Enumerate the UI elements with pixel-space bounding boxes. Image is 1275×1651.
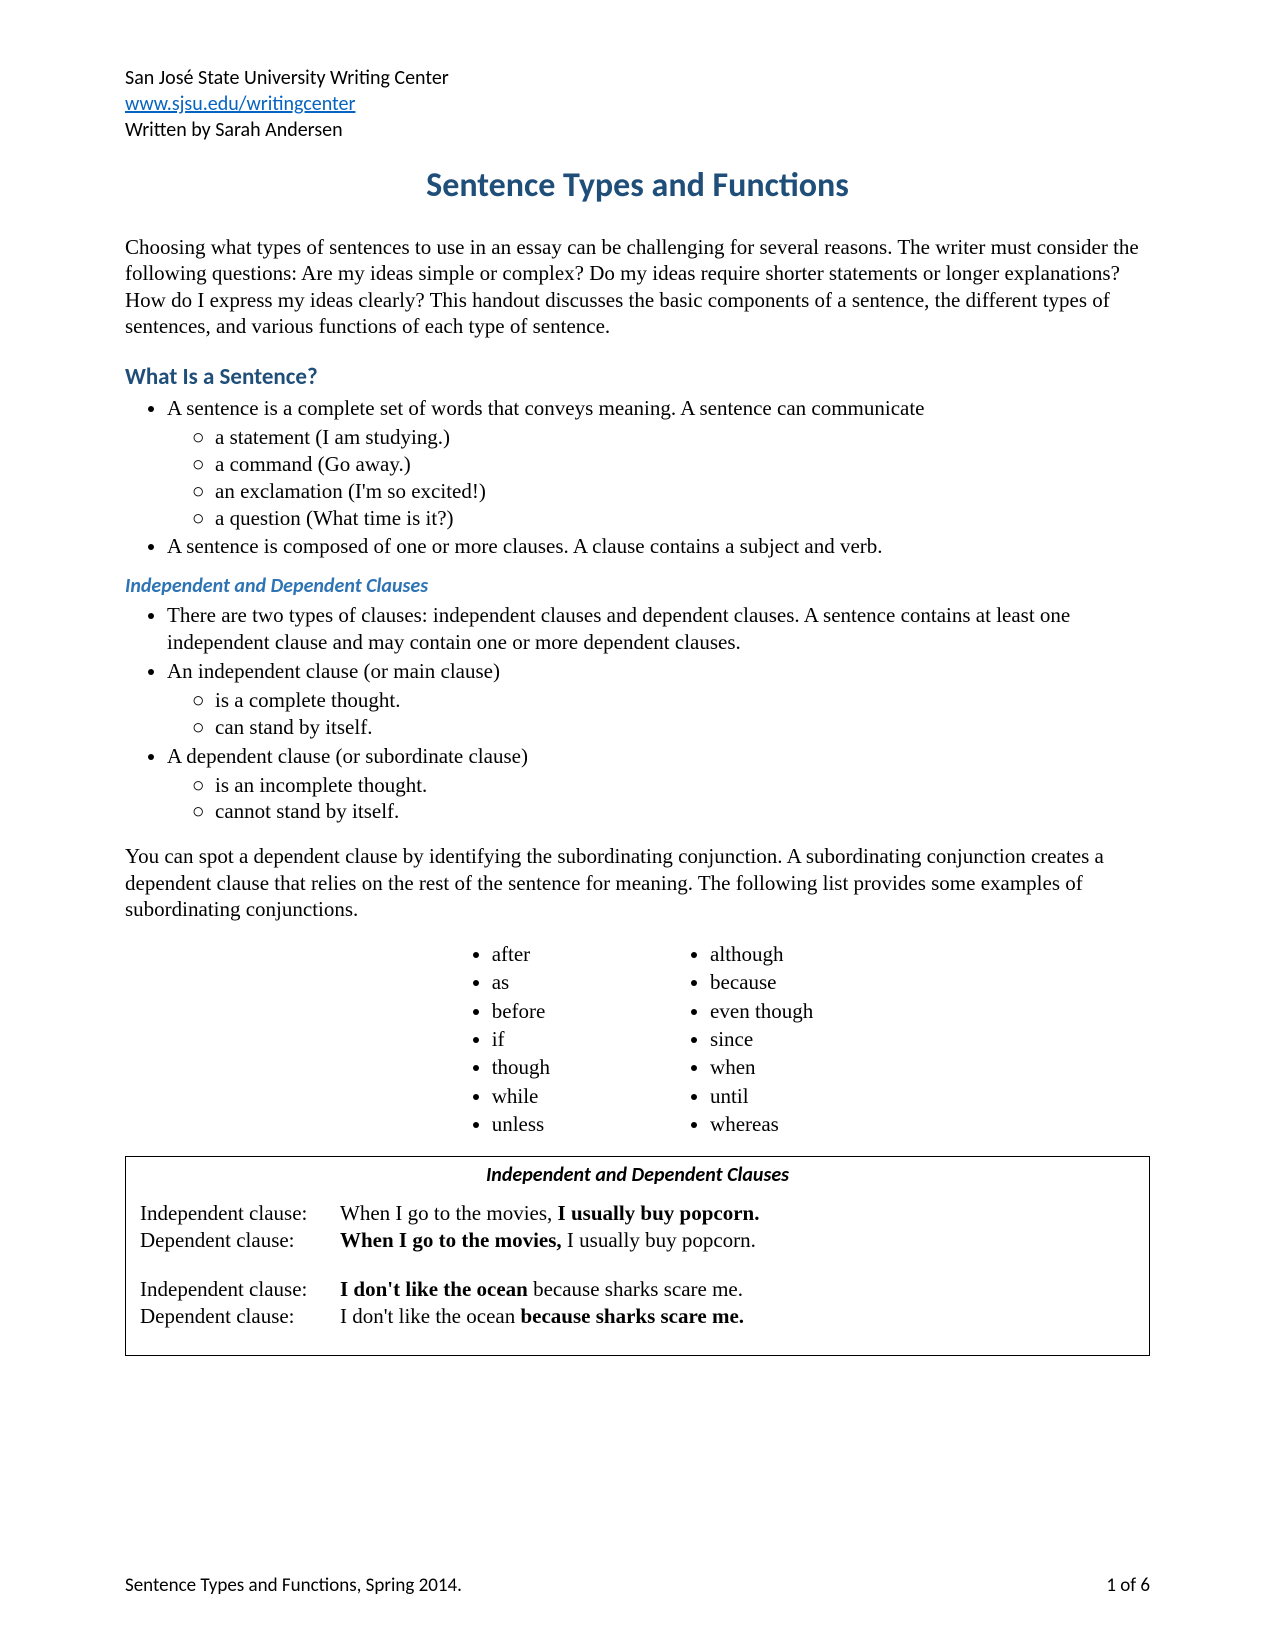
example-bold: When I go to the movies, xyxy=(340,1228,562,1252)
list-item: although xyxy=(710,940,813,968)
page-title: Sentence Types and Functions xyxy=(125,165,1150,206)
list-item: A sentence is a complete set of words th… xyxy=(167,395,1150,531)
example-row: Dependent clause: When I go to the movie… xyxy=(140,1228,1135,1253)
list-item: even though xyxy=(710,997,813,1025)
header-url-link[interactable]: www.sjsu.edu/writingcenter xyxy=(125,92,355,116)
header-author: Written by Sarah Andersen xyxy=(125,117,1150,143)
example-row: Independent clause: I don't like the oce… xyxy=(140,1277,1135,1302)
list-item: is an incomplete thought. xyxy=(215,772,1150,799)
list-item: until xyxy=(710,1082,813,1110)
list-item: a question (What time is it?) xyxy=(215,505,1150,532)
example-text: I don't like the ocean because sharks sc… xyxy=(340,1304,744,1329)
list-text: A dependent clause (or subordinate claus… xyxy=(167,744,528,768)
list-item: can stand by itself. xyxy=(215,714,1150,741)
conjunction-list-left: after as before if though while unless xyxy=(462,940,550,1138)
example-row: Independent clause: When I go to the mov… xyxy=(140,1201,1135,1226)
list-item: an exclamation (I'm so excited!) xyxy=(215,478,1150,505)
subordinating-paragraph: You can spot a dependent clause by ident… xyxy=(125,843,1150,922)
list-item: cannot stand by itself. xyxy=(215,798,1150,825)
list-item: An independent clause (or main clause) i… xyxy=(167,658,1150,741)
subsection-heading-clauses: Independent and Dependent Clauses xyxy=(125,574,1150,598)
list-item: a statement (I am studying.) xyxy=(215,424,1150,451)
list-item: There are two types of clauses: independ… xyxy=(167,602,1150,656)
intro-paragraph: Choosing what types of sentences to use … xyxy=(125,234,1150,339)
example-text: When I go to the movies, I usually buy p… xyxy=(340,1228,756,1253)
example-plain: because sharks scare me. xyxy=(528,1277,743,1301)
example-text: I don't like the ocean because sharks sc… xyxy=(340,1277,743,1302)
sub-list: is a complete thought. can stand by itse… xyxy=(167,687,1150,741)
example-box: Independent and Dependent Clauses Indepe… xyxy=(125,1156,1150,1356)
conjunction-list-right: although because even though since when … xyxy=(680,940,813,1138)
example-bold: because sharks scare me. xyxy=(520,1304,744,1328)
list-item: because xyxy=(710,968,813,996)
footer-right: 1 of 6 xyxy=(1106,1574,1150,1597)
example-label: Independent clause: xyxy=(140,1201,340,1226)
list-item: before xyxy=(492,997,550,1025)
list-item: while xyxy=(492,1082,550,1110)
list-item: though xyxy=(492,1053,550,1081)
document-header: San José State University Writing Center… xyxy=(125,65,1150,143)
what-is-sentence-list: A sentence is a complete set of words th… xyxy=(125,395,1150,560)
example-plain: I don't like the ocean xyxy=(340,1304,520,1328)
footer-left: Sentence Types and Functions, Spring 201… xyxy=(125,1574,462,1597)
list-item: after xyxy=(492,940,550,968)
example-plain: When I go to the movies, xyxy=(340,1201,558,1225)
list-item: since xyxy=(710,1025,813,1053)
example-plain: I usually buy popcorn. xyxy=(562,1228,756,1252)
list-item: as xyxy=(492,968,550,996)
example-label: Dependent clause: xyxy=(140,1228,340,1253)
list-item: A dependent clause (or subordinate claus… xyxy=(167,743,1150,826)
list-item: if xyxy=(492,1025,550,1053)
example-label: Independent clause: xyxy=(140,1277,340,1302)
conjunction-columns: after as before if though while unless a… xyxy=(125,940,1150,1138)
list-text: A sentence is a complete set of words th… xyxy=(167,396,925,420)
list-item: whereas xyxy=(710,1110,813,1138)
clauses-list: There are two types of clauses: independ… xyxy=(125,602,1150,825)
example-text: When I go to the movies, I usually buy p… xyxy=(340,1201,759,1226)
section-heading-what-is-sentence: What Is a Sentence? xyxy=(125,363,1150,391)
example-bold: I don't like the ocean xyxy=(340,1277,528,1301)
list-item: is a complete thought. xyxy=(215,687,1150,714)
list-item: when xyxy=(710,1053,813,1081)
list-text: An independent clause (or main clause) xyxy=(167,659,500,683)
example-label: Dependent clause: xyxy=(140,1304,340,1329)
header-org: San José State University Writing Center xyxy=(125,65,1150,91)
list-item: a command (Go away.) xyxy=(215,451,1150,478)
sub-list: a statement (I am studying.) a command (… xyxy=(167,424,1150,532)
example-box-title: Independent and Dependent Clauses xyxy=(140,1163,1135,1187)
example-bold: I usually buy popcorn. xyxy=(558,1201,760,1225)
list-item: unless xyxy=(492,1110,550,1138)
example-row: Dependent clause: I don't like the ocean… xyxy=(140,1304,1135,1329)
list-item: A sentence is composed of one or more cl… xyxy=(167,533,1150,560)
page-footer: Sentence Types and Functions, Spring 201… xyxy=(125,1574,1150,1597)
sub-list: is an incomplete thought. cannot stand b… xyxy=(167,772,1150,826)
